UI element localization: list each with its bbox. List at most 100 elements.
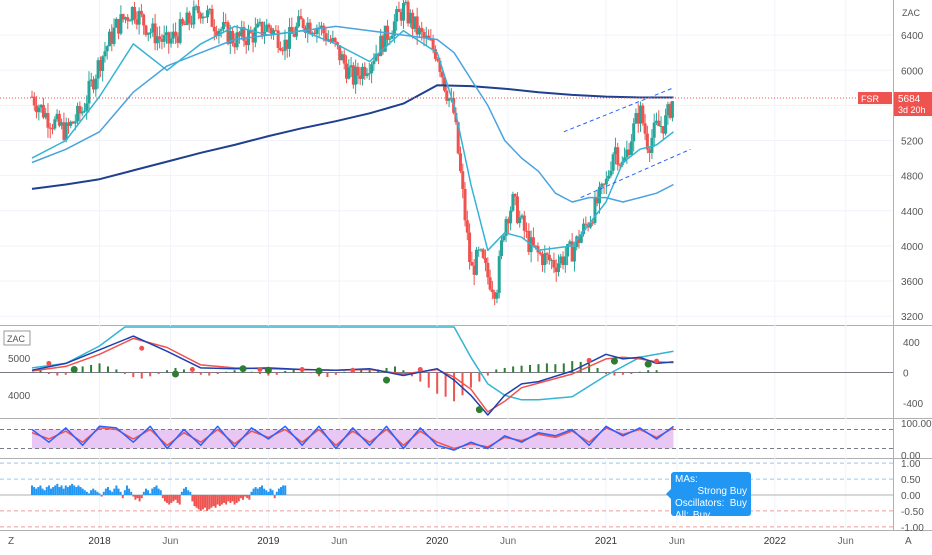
candle-body (98, 60, 102, 71)
rating-bar (87, 493, 90, 495)
candle-body (518, 217, 522, 224)
candle-body (274, 30, 278, 32)
rating-bar (121, 495, 124, 499)
candle-body (575, 236, 579, 248)
candle-body (401, 3, 405, 21)
candle-body (420, 27, 424, 32)
candle-body (645, 133, 649, 150)
rating-bar (147, 490, 150, 495)
rating-bar (106, 487, 109, 495)
candle-body (144, 25, 148, 35)
candle-body (547, 254, 551, 261)
technical-rating-tooltip: MAs: Strong Buy Oscillators: Buy All: Buy (671, 472, 751, 521)
candle-body (411, 12, 415, 29)
candle-body (664, 115, 668, 134)
rating-bar (242, 495, 245, 500)
candle-body (146, 32, 150, 35)
rating-bar (134, 495, 137, 500)
candle-body (641, 105, 645, 124)
candle-body (543, 253, 547, 266)
candle-body (51, 128, 55, 130)
rating-bar (45, 487, 48, 495)
histogram-bar (360, 368, 363, 373)
rating-bar (90, 490, 93, 495)
histogram-bar (292, 369, 295, 373)
rating-bar (132, 495, 135, 497)
histogram-bar (529, 364, 532, 373)
crossover-red-dot (257, 366, 263, 372)
candle-body (322, 25, 326, 34)
histogram-bar (98, 363, 101, 373)
candle-body (340, 54, 344, 61)
all-value: Buy (692, 510, 711, 521)
candle-body (60, 122, 64, 126)
candle-body (502, 235, 506, 241)
histogram-bar (495, 369, 498, 373)
rating-bar (163, 495, 166, 502)
candle-body (228, 31, 232, 44)
candle-body (657, 120, 661, 127)
candle-body (281, 50, 285, 52)
rating-bar (256, 488, 259, 495)
candle-body (256, 23, 260, 28)
rating-bar (157, 488, 160, 495)
candle-body (112, 27, 116, 44)
histogram-bar (106, 366, 109, 373)
candle-body (652, 122, 656, 138)
rating-bar (269, 488, 272, 495)
rating-bar (159, 490, 162, 495)
rating-bar (168, 495, 171, 505)
rating-bar (227, 495, 230, 502)
rating-bar (178, 495, 181, 505)
histogram-bar (56, 372, 59, 376)
rating-bar (119, 491, 122, 495)
rating-bar (68, 485, 71, 495)
histogram-bar (596, 367, 599, 373)
candle-body (634, 113, 638, 124)
histogram-bar (326, 372, 329, 378)
candle-body (552, 260, 556, 268)
candle-body (342, 54, 346, 64)
candle-body (616, 147, 620, 165)
candle-body (598, 186, 602, 204)
crossover-red-dot (139, 345, 145, 351)
candle-body (445, 90, 449, 101)
candle-body (670, 101, 674, 118)
candle-body (559, 256, 563, 264)
candle-body (233, 43, 237, 48)
zoom-icon: Z (8, 536, 14, 547)
candle-body (76, 105, 80, 122)
candle-body (374, 53, 378, 61)
rating-bar (220, 495, 223, 505)
candle-body (87, 80, 91, 104)
candle-body (137, 10, 141, 25)
rating-bar (180, 491, 183, 495)
candle-body (499, 240, 503, 257)
candle-body (226, 22, 230, 44)
stoch-k-line (31, 425, 674, 451)
candle-body (231, 31, 235, 44)
candle-body (208, 8, 212, 11)
histogram-bar (267, 372, 270, 376)
candle-body (406, 1, 410, 24)
rating-bar (244, 495, 247, 497)
symbol-tag-bg (858, 92, 892, 105)
candle-body (372, 60, 376, 65)
candle-body (488, 277, 492, 290)
candle-body (584, 223, 588, 225)
histogram-bar (47, 372, 50, 375)
histogram-bar (605, 372, 607, 375)
rating-bar (71, 483, 74, 495)
candle-body (511, 194, 515, 211)
time-axis-label: Jun (838, 536, 854, 547)
candle-body (623, 157, 627, 162)
channel-lower-line (580, 148, 691, 199)
rating-bar (151, 488, 154, 495)
rating-bar (250, 491, 253, 495)
crossover-green-dot (172, 370, 179, 378)
candle-body (556, 263, 560, 273)
candle-body (57, 113, 61, 126)
candle-body (174, 31, 178, 37)
candle-body (527, 230, 531, 253)
